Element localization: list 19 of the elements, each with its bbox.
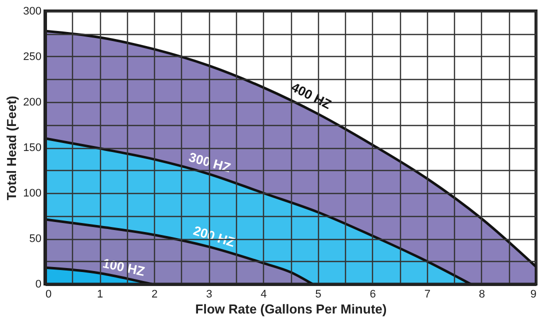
y-tick-label: 250 (23, 51, 42, 63)
x-tick-label: 8 (478, 288, 486, 300)
x-tick-label: 5 (315, 288, 322, 300)
y-tick-label: 100 (23, 188, 42, 200)
x-axis-title: Flow Rate (Gallons Per Minute) (195, 302, 387, 316)
y-tick-label: 200 (23, 96, 42, 108)
y-tick-label: 150 (23, 142, 42, 154)
x-tick-label: 3 (206, 288, 212, 300)
x-tick-label: 6 (370, 288, 376, 300)
y-tick-label: 0 (35, 278, 42, 290)
y-tick-label: 300 (23, 6, 42, 18)
x-tick-label: 9 (530, 288, 536, 300)
y-tick-label: 50 (29, 233, 42, 245)
x-tick-label: 2 (152, 288, 158, 300)
x-tick-label: 4 (260, 288, 267, 300)
y-axis-title: Total Head (Feet) (4, 96, 20, 200)
x-tick-label: 0 (46, 288, 52, 300)
x-tick-label: 7 (424, 288, 430, 300)
x-tick-label: 1 (96, 288, 104, 300)
